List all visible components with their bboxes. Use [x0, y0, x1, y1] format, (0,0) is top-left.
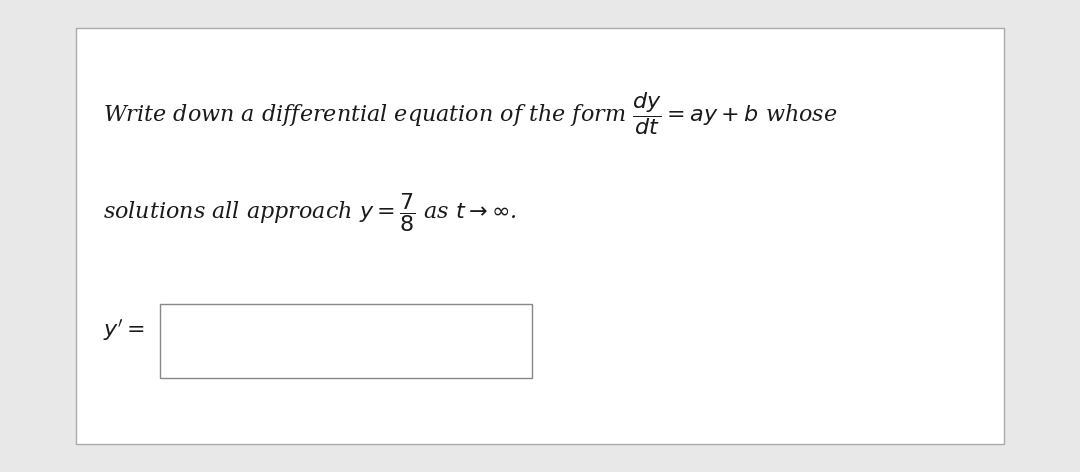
Text: $y' =$: $y' =$ — [103, 318, 145, 343]
Text: Write down a differential equation of the form $\dfrac{dy}{dt} = ay + b$ whose: Write down a differential equation of th… — [103, 90, 837, 137]
Text: solutions all approach $y = \dfrac{7}{8}$ as $t \to \infty$.: solutions all approach $y = \dfrac{7}{8}… — [103, 191, 516, 234]
FancyBboxPatch shape — [76, 28, 1004, 444]
FancyBboxPatch shape — [160, 304, 532, 378]
